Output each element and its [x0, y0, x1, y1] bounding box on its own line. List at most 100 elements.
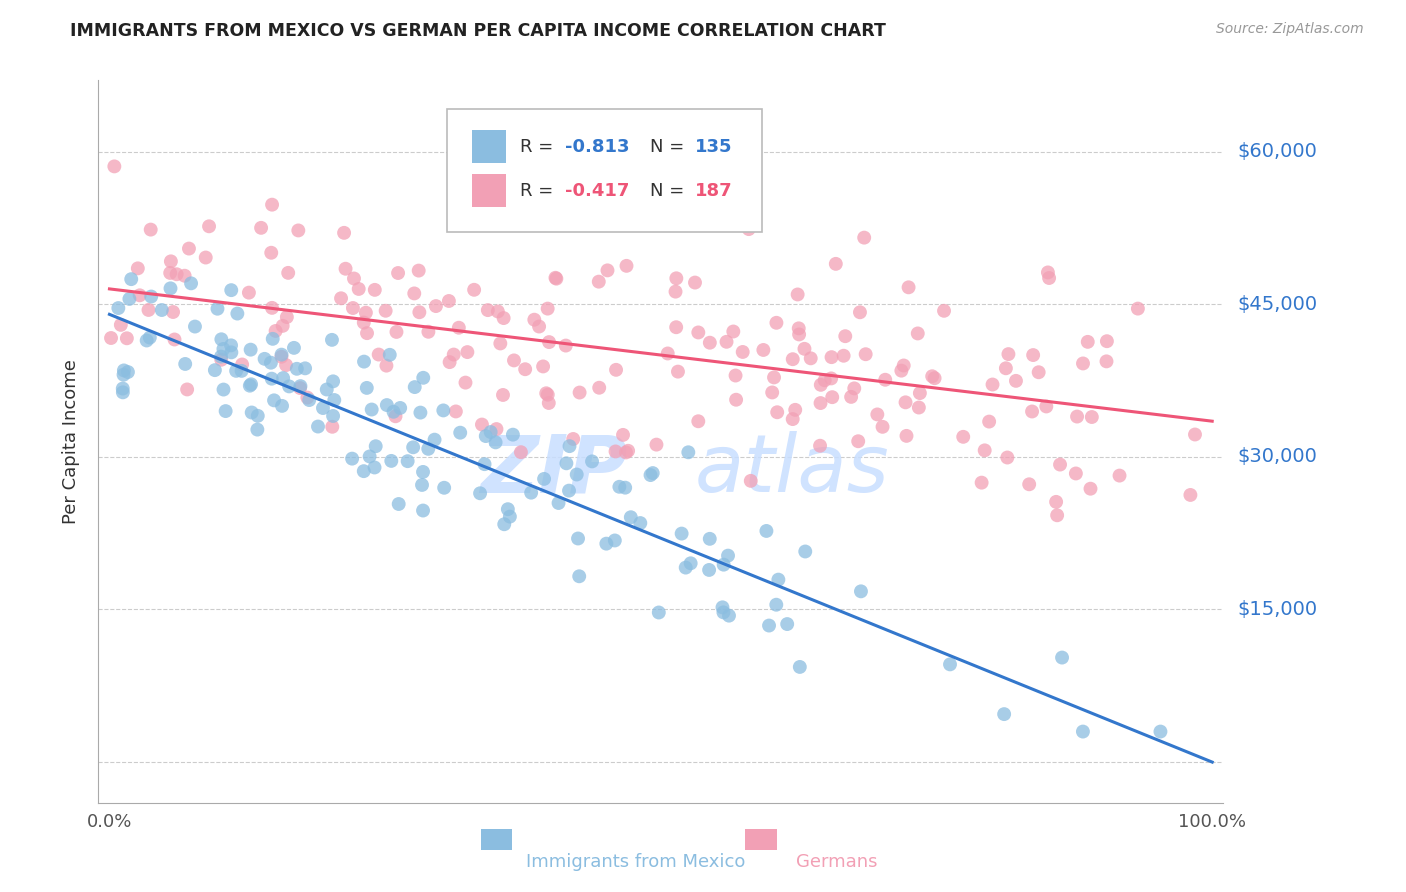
- Point: [832, 349, 855, 363]
- Point: [231, 364, 253, 378]
- Point: [443, 347, 465, 361]
- Point: [537, 301, 560, 316]
- Point: [894, 395, 917, 409]
- Point: [787, 321, 810, 335]
- Point: [970, 475, 993, 490]
- Point: [250, 220, 273, 235]
- Point: [1035, 400, 1057, 414]
- Point: [648, 606, 671, 620]
- Point: [240, 377, 263, 392]
- Point: [214, 404, 236, 418]
- Point: [1046, 508, 1069, 523]
- Point: [554, 338, 576, 352]
- Point: [239, 343, 262, 357]
- Point: [260, 372, 283, 386]
- Point: [321, 419, 343, 434]
- Point: [139, 222, 162, 236]
- Point: [612, 428, 634, 442]
- Point: [609, 480, 631, 494]
- Point: [412, 371, 434, 385]
- Point: [209, 350, 232, 364]
- Point: [697, 563, 720, 577]
- Point: [820, 371, 842, 385]
- Point: [776, 617, 799, 632]
- Point: [468, 486, 491, 500]
- Point: [354, 306, 377, 320]
- Point: [724, 368, 747, 383]
- Point: [474, 429, 496, 443]
- Point: [794, 544, 817, 558]
- Point: [274, 358, 297, 372]
- Point: [538, 335, 561, 350]
- Point: [846, 434, 869, 449]
- Text: 135: 135: [695, 137, 733, 156]
- Point: [322, 375, 344, 389]
- Point: [271, 371, 294, 385]
- Point: [657, 346, 679, 360]
- Point: [820, 350, 842, 364]
- Point: [603, 533, 626, 548]
- Point: [374, 303, 396, 318]
- Point: [924, 371, 946, 385]
- Point: [411, 478, 433, 492]
- Point: [699, 335, 721, 350]
- Point: [120, 272, 142, 286]
- Point: [418, 325, 440, 339]
- Point: [782, 352, 804, 367]
- Point: [141, 289, 163, 303]
- Point: [322, 409, 344, 423]
- Point: [688, 326, 710, 340]
- Point: [127, 261, 149, 276]
- Point: [666, 365, 689, 379]
- Point: [264, 324, 287, 338]
- Point: [285, 361, 308, 376]
- Point: [849, 584, 872, 599]
- Point: [315, 383, 337, 397]
- Point: [378, 348, 401, 362]
- Point: [1071, 356, 1094, 370]
- Point: [278, 379, 301, 393]
- Point: [713, 606, 735, 620]
- Point: [502, 427, 524, 442]
- Bar: [481, 829, 512, 850]
- Point: [645, 437, 668, 451]
- Point: [588, 275, 610, 289]
- Point: [523, 312, 546, 326]
- Point: [723, 325, 745, 339]
- Point: [713, 558, 735, 572]
- Point: [717, 608, 740, 623]
- Y-axis label: Per Capita Income: Per Capita Income: [62, 359, 80, 524]
- Point: [423, 433, 446, 447]
- Point: [1022, 348, 1045, 362]
- Point: [568, 385, 591, 400]
- Point: [353, 354, 375, 368]
- Point: [492, 388, 515, 402]
- Point: [821, 390, 844, 404]
- Point: [474, 457, 496, 471]
- Point: [688, 414, 710, 428]
- Point: [527, 319, 550, 334]
- Point: [678, 445, 700, 459]
- Point: [447, 320, 470, 334]
- Point: [128, 288, 150, 302]
- Point: [162, 305, 184, 319]
- Point: [1036, 265, 1059, 279]
- Point: [297, 391, 319, 405]
- Bar: [472, 174, 506, 208]
- Point: [973, 443, 995, 458]
- Point: [484, 435, 506, 450]
- Point: [1184, 427, 1206, 442]
- Text: Source: ZipAtlas.com: Source: ZipAtlas.com: [1216, 22, 1364, 37]
- Point: [717, 549, 740, 563]
- Point: [731, 345, 754, 359]
- Point: [107, 301, 129, 315]
- Point: [270, 350, 292, 364]
- Point: [664, 285, 686, 299]
- Point: [166, 267, 188, 281]
- Point: [238, 285, 260, 300]
- Point: [537, 387, 560, 401]
- Point: [294, 361, 316, 376]
- Point: [510, 445, 533, 459]
- Point: [544, 270, 567, 285]
- Point: [246, 423, 269, 437]
